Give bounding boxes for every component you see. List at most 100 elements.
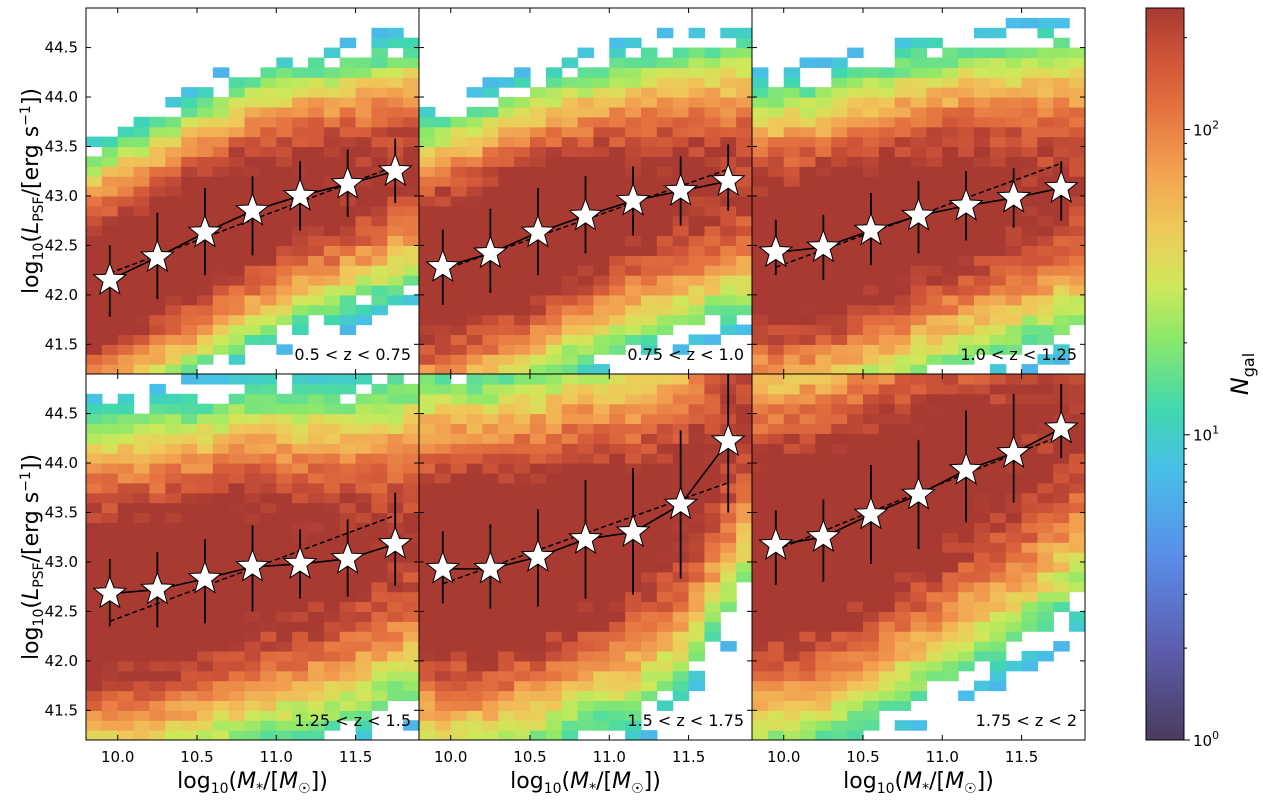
heatmap-cell <box>387 660 404 672</box>
heatmap-cell <box>101 502 119 514</box>
heatmap-cell <box>498 552 515 563</box>
heatmap-cell <box>545 532 563 543</box>
heatmap-cell <box>672 403 690 415</box>
heatmap-cell <box>656 403 674 415</box>
heatmap-cell <box>974 512 991 523</box>
heatmap-cell <box>561 304 579 316</box>
heatmap-cell <box>450 670 468 682</box>
heatmap-cell <box>117 304 135 316</box>
heatmap-cell <box>656 472 674 484</box>
heatmap-cell <box>1069 403 1085 415</box>
heatmap-cell <box>641 561 658 573</box>
heatmap-cell <box>355 660 373 672</box>
heatmap-cell <box>308 126 325 138</box>
heatmap-cell <box>466 680 484 692</box>
heatmap-cell <box>387 393 404 405</box>
x-tick-label: 11.0 <box>593 748 626 766</box>
heatmap-cell <box>958 334 975 345</box>
heatmap-cell <box>783 453 801 464</box>
heatmap-cell <box>244 304 262 316</box>
heatmap-cell <box>419 116 436 128</box>
heatmap-cell <box>101 403 119 415</box>
heatmap-cell <box>577 660 595 672</box>
heatmap-cell <box>292 245 309 256</box>
heatmap-cell <box>656 106 674 118</box>
heatmap-cell <box>593 403 610 415</box>
heatmap-cell <box>498 354 515 365</box>
heatmap-cell <box>736 482 752 494</box>
heatmap-cell <box>942 205 959 217</box>
heatmap-cell <box>149 205 166 217</box>
heatmap-cell <box>942 413 959 425</box>
heatmap-cell <box>514 542 531 553</box>
heatmap-cell <box>514 561 531 573</box>
heatmap-cell <box>1053 561 1070 573</box>
heatmap-cell <box>308 393 325 405</box>
heatmap-cell <box>593 443 610 454</box>
heatmap-cell <box>815 186 832 197</box>
heatmap-cell <box>878 413 896 425</box>
heatmap-cell <box>498 304 515 316</box>
heatmap-cell <box>767 186 785 197</box>
heatmap-cell <box>799 275 817 286</box>
heatmap-cell <box>387 383 404 395</box>
heatmap-cell <box>339 383 357 395</box>
heatmap-cell <box>752 433 769 444</box>
heatmap-cell <box>228 621 246 632</box>
heatmap-cell <box>609 670 626 682</box>
heatmap-cell <box>799 423 817 434</box>
heatmap-cell <box>894 492 912 504</box>
heatmap-cell <box>847 195 864 207</box>
heatmap-cell <box>530 324 547 336</box>
heatmap-cell <box>752 512 769 523</box>
y-axis-label: log10(LPSF/[erg s−1]) <box>18 454 47 660</box>
heatmap-cell <box>403 502 419 514</box>
heatmap-cell <box>244 690 262 702</box>
heatmap-cell <box>514 275 531 286</box>
heatmap-cell <box>1005 116 1023 128</box>
heatmap-cell <box>942 383 959 395</box>
heatmap-cell <box>434 660 452 672</box>
heatmap-cell <box>1021 294 1039 306</box>
heatmap-cell <box>1037 225 1054 237</box>
heatmap-cell <box>1021 146 1039 157</box>
heatmap-cell <box>228 680 246 692</box>
heatmap-cell <box>1053 354 1070 365</box>
heatmap-cell <box>609 542 626 553</box>
heatmap-cell <box>609 304 626 316</box>
heatmap-cell <box>149 383 166 395</box>
heatmap-cell <box>260 205 277 217</box>
heatmap-cell <box>514 324 531 336</box>
heatmap-cell <box>323 512 341 523</box>
heatmap-cell <box>831 621 848 632</box>
heatmap-cell <box>419 463 436 474</box>
heatmap-cell <box>181 245 198 256</box>
heatmap-cell <box>974 136 991 148</box>
heatmap-cell <box>1037 146 1054 157</box>
heatmap-cell <box>212 453 230 464</box>
heatmap-cell <box>878 235 896 246</box>
heatmap-cell <box>323 235 341 246</box>
heatmap-cell <box>561 186 579 197</box>
heatmap-cell <box>863 690 880 702</box>
heatmap-cell <box>450 730 468 740</box>
heatmap-cell <box>815 631 832 642</box>
heatmap-cell <box>212 284 230 296</box>
heatmap-cell <box>212 304 230 316</box>
heatmap-cell <box>656 245 674 256</box>
heatmap-cell <box>1037 314 1054 326</box>
heatmap-cell <box>482 463 499 474</box>
heatmap-cell <box>974 275 991 286</box>
heatmap-cell <box>1021 393 1039 405</box>
heatmap-cell <box>942 57 959 68</box>
heatmap-cell <box>117 730 135 740</box>
heatmap-cell <box>165 443 182 454</box>
heatmap-cell <box>767 146 785 157</box>
heatmap-cell <box>672 660 690 672</box>
heatmap-cell <box>101 710 119 721</box>
heatmap-cell <box>212 166 230 177</box>
heatmap-cell <box>609 383 626 395</box>
heatmap-cell <box>133 670 151 682</box>
heatmap-cell <box>926 374 943 385</box>
heatmap-cell <box>974 581 991 593</box>
